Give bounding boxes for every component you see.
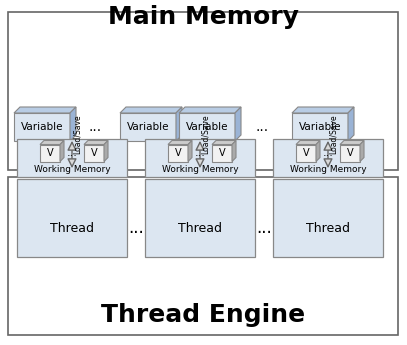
Polygon shape	[235, 107, 241, 141]
FancyBboxPatch shape	[212, 145, 232, 161]
FancyBboxPatch shape	[17, 179, 127, 257]
Polygon shape	[316, 140, 320, 161]
Text: Thread: Thread	[178, 221, 222, 235]
FancyBboxPatch shape	[145, 179, 255, 257]
FancyBboxPatch shape	[296, 145, 316, 161]
Polygon shape	[296, 140, 320, 145]
Text: ...: ...	[88, 120, 102, 134]
FancyBboxPatch shape	[120, 113, 176, 141]
Polygon shape	[176, 107, 182, 141]
FancyBboxPatch shape	[168, 145, 188, 161]
Polygon shape	[60, 140, 64, 161]
FancyBboxPatch shape	[8, 177, 398, 335]
Polygon shape	[84, 140, 108, 145]
Text: Thread: Thread	[50, 221, 94, 235]
Polygon shape	[340, 140, 364, 145]
Text: Load/Save: Load/Save	[201, 115, 210, 155]
FancyBboxPatch shape	[40, 145, 60, 161]
Text: ...: ...	[195, 148, 206, 158]
Text: Thread Engine: Thread Engine	[101, 303, 306, 327]
Polygon shape	[232, 140, 236, 161]
Polygon shape	[348, 107, 354, 141]
FancyBboxPatch shape	[8, 12, 398, 170]
Polygon shape	[168, 140, 192, 145]
Text: Load/Save: Load/Save	[72, 115, 81, 155]
Text: V: V	[219, 148, 225, 158]
Text: Load/Save: Load/Save	[328, 115, 337, 155]
FancyBboxPatch shape	[273, 179, 383, 257]
Text: V: V	[175, 148, 181, 158]
Text: Working Memory: Working Memory	[290, 165, 366, 174]
Text: V: V	[91, 148, 97, 158]
Polygon shape	[212, 140, 236, 145]
Text: V: V	[303, 148, 309, 158]
Text: ...: ...	[256, 120, 269, 134]
Polygon shape	[179, 107, 241, 113]
Polygon shape	[14, 107, 76, 113]
Text: Variable: Variable	[127, 122, 169, 132]
Polygon shape	[292, 107, 354, 113]
Text: V: V	[47, 148, 53, 158]
FancyBboxPatch shape	[14, 113, 70, 141]
Text: V: V	[347, 148, 353, 158]
Text: Working Memory: Working Memory	[34, 165, 110, 174]
Polygon shape	[120, 107, 182, 113]
FancyBboxPatch shape	[84, 145, 104, 161]
Text: Variable: Variable	[186, 122, 228, 132]
Polygon shape	[40, 140, 64, 145]
FancyBboxPatch shape	[292, 113, 348, 141]
Text: ...: ...	[128, 219, 144, 237]
Polygon shape	[104, 140, 108, 161]
FancyBboxPatch shape	[179, 113, 235, 141]
Text: Variable: Variable	[299, 122, 341, 132]
FancyBboxPatch shape	[145, 139, 255, 177]
FancyBboxPatch shape	[340, 145, 360, 161]
FancyBboxPatch shape	[273, 139, 383, 177]
Text: Working Memory: Working Memory	[162, 165, 239, 174]
Text: Thread: Thread	[306, 221, 350, 235]
Text: Main Memory: Main Memory	[108, 5, 299, 29]
Polygon shape	[70, 107, 76, 141]
Text: ...: ...	[323, 148, 333, 158]
FancyBboxPatch shape	[17, 139, 127, 177]
Polygon shape	[360, 140, 364, 161]
Polygon shape	[188, 140, 192, 161]
Text: ...: ...	[67, 148, 77, 158]
Text: Variable: Variable	[21, 122, 63, 132]
Text: ...: ...	[256, 219, 272, 237]
